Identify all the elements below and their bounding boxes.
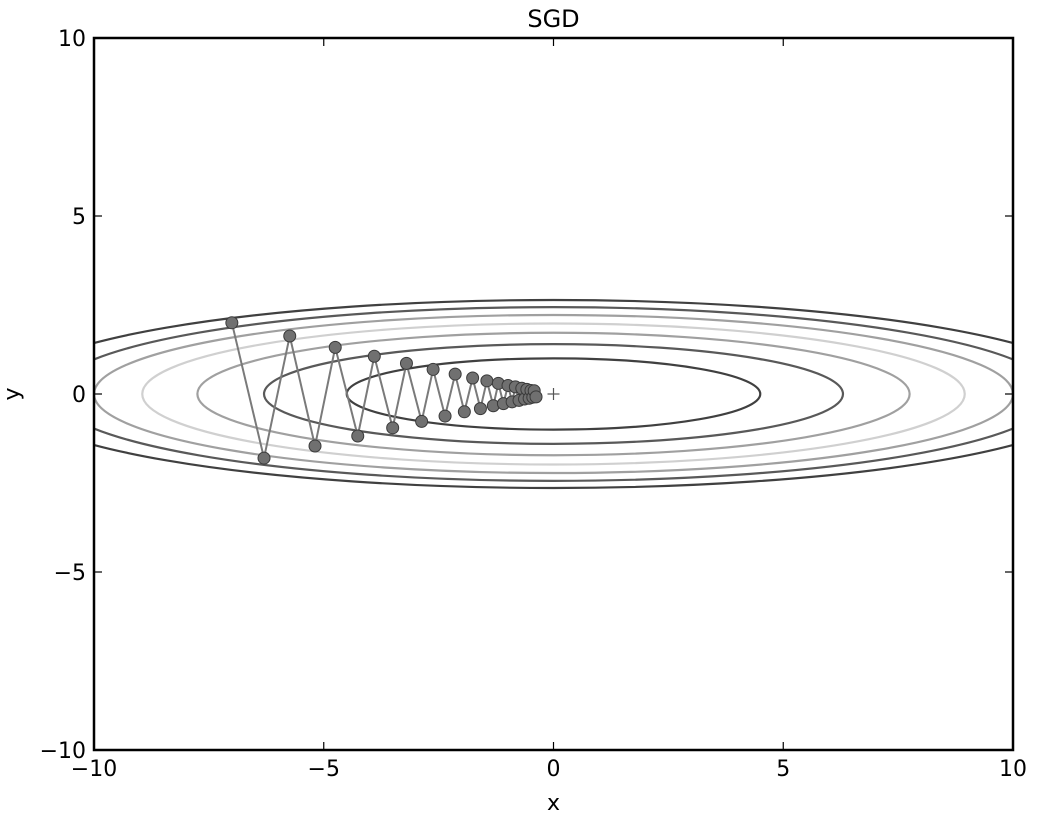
- minimum-marker-group: [547, 388, 560, 400]
- data-point-9: [399, 356, 413, 370]
- data-point-2: [257, 451, 271, 465]
- data-point-17: [480, 374, 494, 388]
- contour-2: [262, 343, 845, 445]
- data-point-1: [225, 316, 239, 330]
- data-point-16: [473, 402, 487, 416]
- x-tick-label: −5: [308, 757, 340, 782]
- x-tick-labels: −10 −5 0 5 10: [71, 757, 1027, 782]
- y-tick-label: 5: [72, 205, 86, 230]
- y-tick-label: −10: [40, 739, 86, 764]
- optimizer-points: [225, 316, 543, 465]
- x-tick-label: −10: [71, 757, 117, 782]
- contour-7: [94, 298, 1013, 490]
- data-point-7: [367, 349, 381, 363]
- y-tick-label: −5: [54, 561, 86, 586]
- contour-6: [94, 306, 1013, 482]
- chart-title: SGD: [527, 5, 579, 33]
- data-point-15: [466, 371, 480, 385]
- data-point-5: [328, 340, 342, 354]
- data-point-11: [426, 362, 440, 376]
- contour-3: [196, 331, 911, 457]
- x-tick-label: 0: [547, 757, 561, 782]
- y-tick-label: 0: [72, 383, 86, 408]
- data-point-6: [351, 429, 365, 443]
- path-line: [230, 322, 537, 459]
- data-point-13: [448, 367, 462, 381]
- contour-4: [141, 322, 966, 466]
- y-tick-label: 10: [58, 27, 86, 52]
- data-point-3: [283, 329, 297, 343]
- tick-marks: [93, 37, 1014, 751]
- data-point-8: [386, 421, 400, 435]
- contour-group: [94, 298, 1013, 490]
- x-tick-label: 10: [999, 757, 1027, 782]
- data-point-10: [415, 414, 429, 428]
- y-tick-labels: −10 −5 0 5 10: [40, 27, 86, 764]
- x-axis-label: x: [547, 791, 560, 816]
- data-point-12: [438, 409, 452, 423]
- data-point-14: [457, 405, 471, 419]
- x-tick-label: 5: [776, 757, 790, 782]
- contour-5: [94, 313, 1013, 475]
- y-axis-label: y: [0, 387, 25, 400]
- optimizer-path: [230, 322, 537, 459]
- data-point-32: [529, 390, 543, 404]
- data-point-4: [308, 439, 322, 453]
